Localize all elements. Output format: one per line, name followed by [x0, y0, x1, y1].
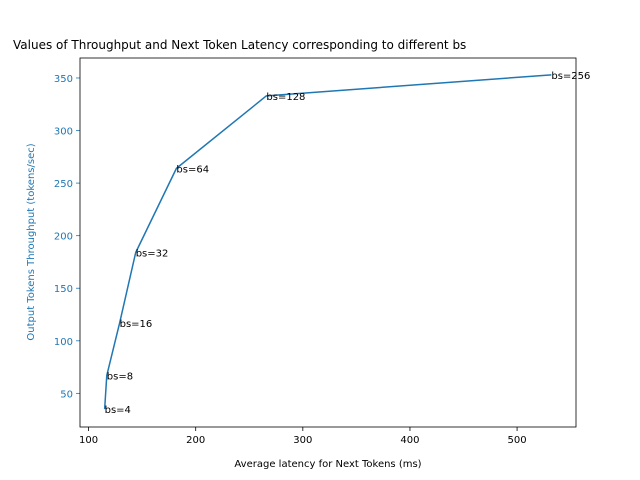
- x-tick-label: 100: [79, 435, 98, 446]
- point-label-bs=8: bs=8: [107, 371, 133, 382]
- y-tick-label: 50: [60, 389, 73, 400]
- y-tick-label: 100: [54, 337, 73, 348]
- x-tick-label: 200: [186, 435, 205, 446]
- chart-title: Values of Throughput and Next Token Late…: [13, 38, 466, 52]
- y-tick-label: 150: [54, 284, 73, 295]
- point-label-bs=256: bs=256: [551, 71, 590, 82]
- y-tick-label: 200: [54, 232, 73, 243]
- plot-frame: [79, 57, 577, 428]
- y-tick-label: 250: [54, 179, 73, 190]
- x-tick-label: 500: [508, 435, 527, 446]
- point-label-bs=16: bs=16: [120, 319, 153, 330]
- point-label-bs=32: bs=32: [136, 248, 169, 259]
- y-tick-label: 300: [54, 127, 73, 138]
- x-tick-label: 300: [293, 435, 312, 446]
- point-label-bs=64: bs=64: [176, 164, 209, 175]
- series-line: [103, 74, 552, 410]
- x-axis-label: Average latency for Next Tokens (ms): [234, 459, 421, 470]
- x-tick-label: 400: [400, 435, 419, 446]
- point-label-bs=4: bs=4: [105, 405, 131, 416]
- y-tick-label: 350: [54, 74, 73, 85]
- point-label-bs=128: bs=128: [266, 92, 305, 103]
- y-axis-label: Output Tokens Throughput (tokens/sec): [26, 143, 37, 340]
